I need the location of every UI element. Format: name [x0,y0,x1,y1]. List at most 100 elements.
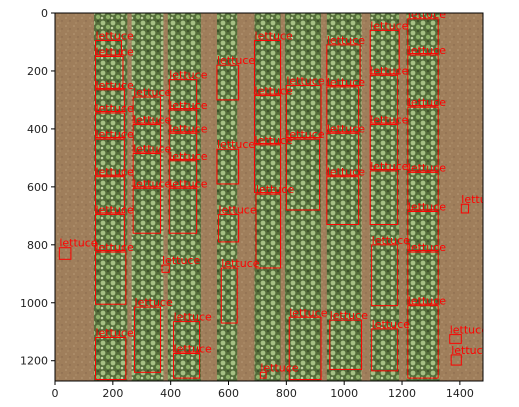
detection-label: lettuce [451,344,489,357]
detection-label: lettuce [408,161,446,174]
detection-box [220,267,238,324]
detection-box [407,251,439,305]
x-axis: 0 200 400 600 800 1000 1200 1400 [52,381,474,400]
detection-label: lettuce [327,76,365,89]
detection-box [329,319,363,370]
detection-box [168,132,198,160]
detection-label: lettuce [450,324,488,337]
detection-label: lettuce [95,30,133,43]
x-tick-label: 200 [102,387,123,400]
detection-label: lettuce [169,69,207,82]
detection-label: lettuce [408,241,446,254]
crop-row [326,13,362,381]
detection-label: lettuce [133,86,171,99]
detection-box [216,64,240,101]
y-tick-label: 400 [27,123,48,136]
x-tick-label: 1400 [446,387,474,400]
detection-label: lettuce [370,64,408,77]
detection-label: lettuce [260,361,298,374]
detection-box [255,193,282,269]
plot-area: lettucelettucelettucelettucelettucelettu… [55,8,499,381]
detection-label: lettuce [95,166,133,179]
detection-label: lettuce [370,160,408,173]
detection-label: lettuce [327,122,365,135]
crop-row [216,13,238,381]
crop-row [131,13,164,381]
x-tick-label: 1000 [330,387,358,400]
detection-label: lettuce [133,143,171,156]
detection-box [94,251,127,305]
detection-label: lettuce [135,296,173,309]
detection-label: lettuce [95,102,133,115]
axes-frame [54,12,484,382]
crop-row [284,13,322,381]
detection-box [254,40,282,95]
detection-box [285,84,322,139]
detection-box [58,247,72,260]
detection-box [94,176,125,214]
detection-box [94,337,127,381]
detection-label: lettuce [327,166,365,179]
detection-box [326,44,361,86]
y-tick-label: 0 [41,7,48,20]
detection-label: lettuce [174,342,212,355]
crop-row [254,13,281,381]
detection-label: lettuce [330,309,368,322]
detection-label: lettuce [408,295,446,308]
x-tick-label: 1200 [388,387,416,400]
detection-box [407,106,439,172]
detection-box [134,306,162,373]
y-tick-label: 1000 [20,297,48,310]
detection-box [450,354,462,366]
detection-label: lettuce [255,134,293,147]
detection-label: lettuce [408,8,446,21]
detection-label: lettuce [133,114,171,127]
detection-box [326,132,360,176]
detection-label: lettuce [162,254,200,267]
detection-label: lettuce [95,327,133,340]
detection-label: lettuce [217,54,255,67]
x-tick-label: 0 [52,387,59,400]
detection-label: lettuce [95,203,133,216]
detection-label: lettuce [174,311,212,324]
detection-label: lettuce [59,237,97,250]
crop-row [406,13,440,381]
detection-label: lettuce [218,203,256,216]
detection-box [173,352,201,379]
detection-box [371,244,399,307]
detection-box [407,54,439,107]
detection-label: lettuce [169,177,207,190]
detection-label: lettuce [256,183,294,196]
detection-label: lettuce [408,44,446,57]
detection-box [94,138,125,176]
detection-box [326,86,360,133]
detection-label: lettuce [327,34,365,47]
detection-box [94,55,124,89]
detection-label: lettuce [286,128,324,141]
detection-box [132,96,162,124]
detection-box [369,124,399,170]
detection-box [168,109,198,133]
detection-box [407,18,439,55]
detection-label: lettuce [255,85,293,98]
detection-box [369,29,400,75]
detection-label: lettuce [95,128,133,141]
detection-label: lettuce [461,193,499,206]
detection-label: lettuce [372,318,410,331]
detection-box [94,213,125,252]
x-tick-label: 400 [160,387,181,400]
detection-box [285,138,321,211]
detection-box [460,203,470,214]
detection-box [371,328,399,372]
detection-box [254,144,282,194]
detection-box [168,160,198,188]
x-tick-label: 600 [218,387,239,400]
detection-box [94,40,123,56]
detection-box [217,213,240,243]
detection-label: lettuce [95,45,133,58]
crop-row [94,13,128,381]
detection-box [326,176,360,226]
detection-box [369,74,399,124]
detection-label: lettuce [95,79,133,92]
